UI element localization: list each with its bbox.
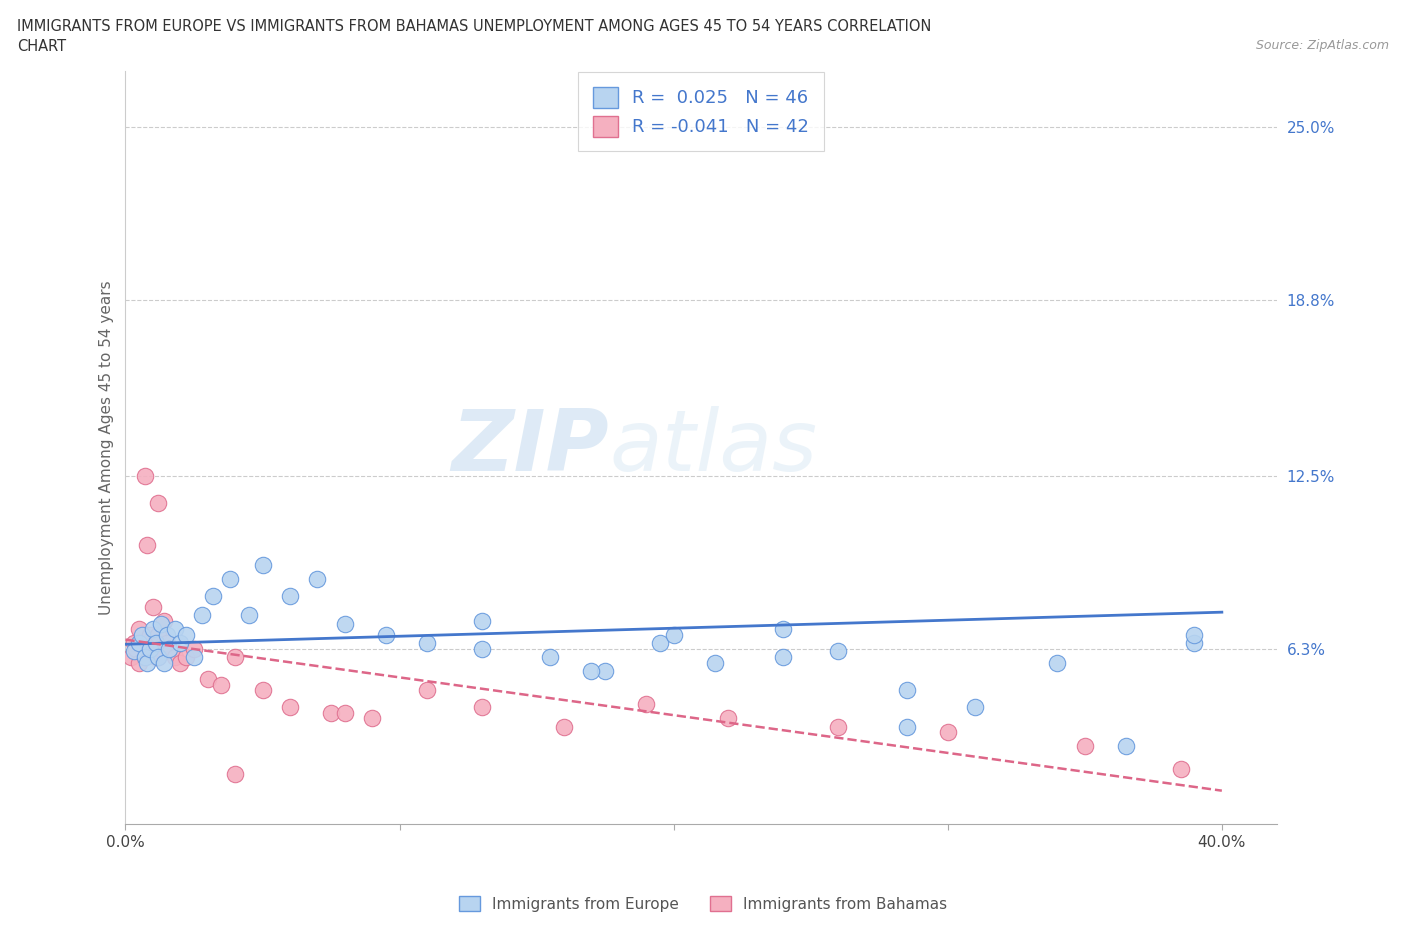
Y-axis label: Unemployment Among Ages 45 to 54 years: Unemployment Among Ages 45 to 54 years [100, 280, 114, 615]
Point [662, 627, 685, 642]
Point [374, 627, 396, 642]
Point [224, 649, 246, 664]
Point [128, 621, 150, 636]
Point [471, 699, 494, 714]
Point [157, 641, 180, 656]
Point [471, 613, 494, 628]
Legend: Immigrants from Europe, Immigrants from Bahamas: Immigrants from Europe, Immigrants from … [453, 889, 953, 918]
Point [183, 649, 205, 664]
Point [361, 711, 384, 725]
Point [183, 641, 205, 656]
Point [965, 699, 987, 714]
Point [134, 468, 156, 483]
Point [142, 641, 165, 656]
Point [145, 635, 167, 650]
Point [136, 655, 159, 670]
Point [131, 627, 153, 642]
Point [148, 649, 170, 664]
Point [1184, 627, 1206, 642]
Point [238, 607, 260, 622]
Point [174, 649, 197, 664]
Point [333, 705, 356, 720]
Point [134, 649, 156, 664]
Point [538, 649, 561, 664]
Point [153, 613, 176, 628]
Point [142, 599, 165, 614]
Point [252, 683, 274, 698]
Point [827, 644, 849, 658]
Point [1115, 738, 1137, 753]
Point [896, 719, 918, 734]
Point [772, 649, 794, 664]
Point [148, 649, 170, 664]
Point [772, 621, 794, 636]
Point [148, 627, 170, 642]
Point [827, 719, 849, 734]
Point [581, 663, 603, 678]
Point [1074, 738, 1097, 753]
Point [703, 655, 725, 670]
Point [155, 627, 177, 642]
Text: IMMIGRANTS FROM EUROPE VS IMMIGRANTS FROM BAHAMAS UNEMPLOYMENT AMONG AGES 45 TO : IMMIGRANTS FROM EUROPE VS IMMIGRANTS FRO… [17, 19, 931, 33]
Point [191, 607, 214, 622]
Point [150, 641, 173, 656]
Point [717, 711, 740, 725]
Text: Source: ZipAtlas.com: Source: ZipAtlas.com [1256, 39, 1389, 52]
Point [174, 627, 197, 642]
Point [163, 649, 186, 664]
Point [471, 641, 494, 656]
Point [125, 641, 148, 656]
Point [333, 616, 356, 631]
Point [122, 644, 145, 658]
Point [224, 767, 246, 782]
Text: atlas: atlas [609, 406, 817, 489]
Point [1184, 635, 1206, 650]
Point [136, 538, 159, 552]
Point [157, 641, 180, 656]
Point [155, 635, 177, 650]
Point [145, 649, 167, 664]
Point [896, 683, 918, 698]
Point [169, 635, 191, 650]
Point [1046, 655, 1069, 670]
Point [150, 616, 173, 631]
Point [218, 571, 240, 586]
Point [128, 635, 150, 650]
Point [278, 699, 301, 714]
Point [553, 719, 575, 734]
Point [197, 671, 219, 686]
Point [142, 621, 165, 636]
Point [153, 655, 176, 670]
Point [148, 496, 170, 511]
Text: ZIP: ZIP [451, 406, 609, 489]
Point [936, 724, 959, 739]
Point [202, 588, 225, 603]
Point [139, 641, 162, 656]
Legend: R =  0.025   N = 46, R = -0.041   N = 42: R = 0.025 N = 46, R = -0.041 N = 42 [578, 73, 824, 151]
Point [163, 621, 186, 636]
Text: CHART: CHART [17, 39, 66, 54]
Point [122, 635, 145, 650]
Point [648, 635, 671, 650]
Point [278, 588, 301, 603]
Point [593, 663, 616, 678]
Point [416, 635, 439, 650]
Point [209, 677, 232, 692]
Point [120, 649, 142, 664]
Point [636, 697, 658, 711]
Point [134, 649, 156, 664]
Point [307, 571, 329, 586]
Point [416, 683, 439, 698]
Point [1170, 762, 1192, 777]
Point [128, 655, 150, 670]
Point [319, 705, 342, 720]
Point [139, 627, 162, 642]
Point [131, 635, 153, 650]
Point [169, 655, 191, 670]
Point [252, 557, 274, 572]
